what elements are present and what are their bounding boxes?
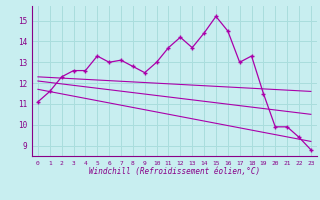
X-axis label: Windchill (Refroidissement éolien,°C): Windchill (Refroidissement éolien,°C) bbox=[89, 167, 260, 176]
